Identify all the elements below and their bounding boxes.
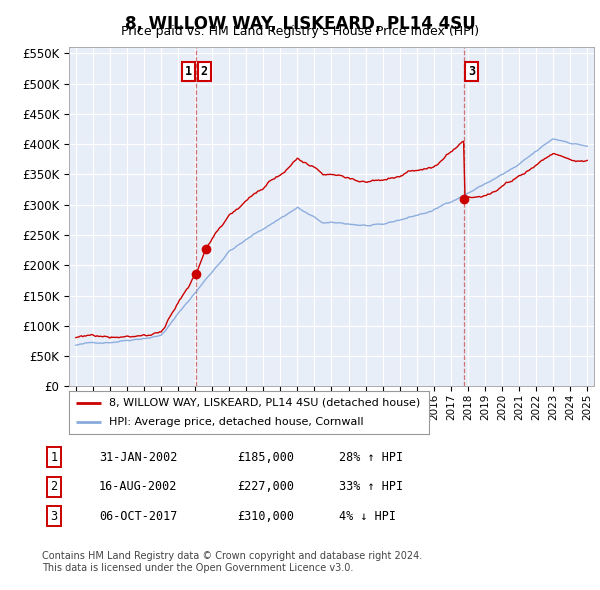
Text: HPI: Average price, detached house, Cornwall: HPI: Average price, detached house, Corn… (109, 417, 363, 427)
Text: 3: 3 (50, 510, 58, 523)
Text: 8, WILLOW WAY, LISKEARD, PL14 4SU (detached house): 8, WILLOW WAY, LISKEARD, PL14 4SU (detac… (109, 398, 420, 408)
Text: 4% ↓ HPI: 4% ↓ HPI (339, 510, 396, 523)
Text: Contains HM Land Registry data © Crown copyright and database right 2024.: Contains HM Land Registry data © Crown c… (42, 551, 422, 560)
Text: 2: 2 (201, 65, 208, 78)
Text: £310,000: £310,000 (237, 510, 294, 523)
Text: 8, WILLOW WAY, LISKEARD, PL14 4SU: 8, WILLOW WAY, LISKEARD, PL14 4SU (125, 15, 475, 33)
Text: £185,000: £185,000 (237, 451, 294, 464)
Text: 33% ↑ HPI: 33% ↑ HPI (339, 480, 403, 493)
Text: This data is licensed under the Open Government Licence v3.0.: This data is licensed under the Open Gov… (42, 563, 353, 572)
Text: 3: 3 (468, 65, 475, 78)
Text: 1: 1 (50, 451, 58, 464)
Text: 1: 1 (185, 65, 192, 78)
Text: 06-OCT-2017: 06-OCT-2017 (99, 510, 178, 523)
Text: £227,000: £227,000 (237, 480, 294, 493)
Text: 16-AUG-2002: 16-AUG-2002 (99, 480, 178, 493)
Text: 28% ↑ HPI: 28% ↑ HPI (339, 451, 403, 464)
Text: 2: 2 (50, 480, 58, 493)
Text: Price paid vs. HM Land Registry's House Price Index (HPI): Price paid vs. HM Land Registry's House … (121, 25, 479, 38)
Text: 31-JAN-2002: 31-JAN-2002 (99, 451, 178, 464)
